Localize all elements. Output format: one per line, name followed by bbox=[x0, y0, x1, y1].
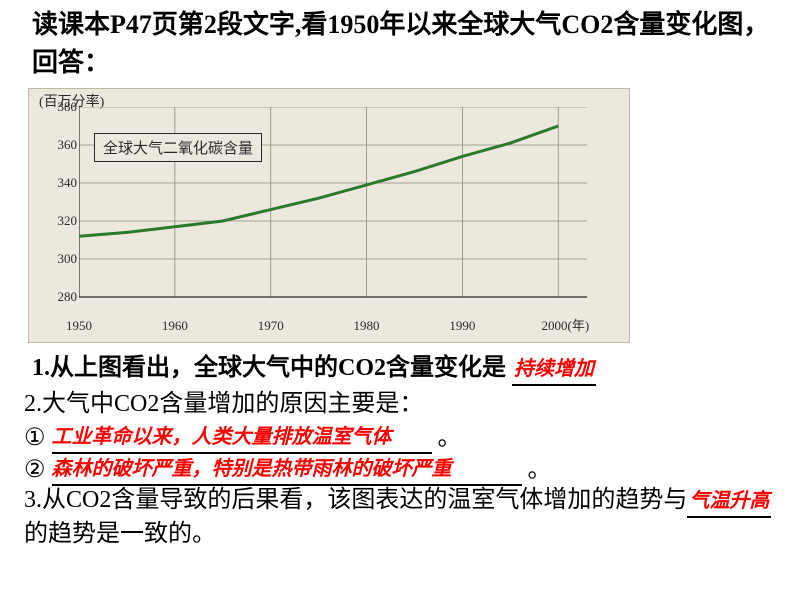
y-tick-label: 300 bbox=[58, 251, 78, 267]
chart-series-title: 全球大气二氧化碳含量 bbox=[94, 133, 262, 162]
question-2-opt1: ① 工业革命以来，人类大量排放温室气体 。 bbox=[24, 420, 774, 454]
x-tick-label: 1990 bbox=[449, 318, 475, 334]
y-tick-label: 380 bbox=[58, 99, 78, 115]
q1-text: 1.从上图看出，全球大气中的CO2含量变化是 bbox=[32, 355, 506, 381]
question-3: 3.从CO2含量导致的后果看，该图表达的温室气体增加的趋势与气温升高的趋势是一致… bbox=[24, 484, 774, 551]
period: 。 bbox=[438, 425, 462, 451]
x-tick-label: 2000(年) bbox=[542, 315, 590, 334]
question-2-line1: 2.大气中CO2含量增加的原因主要是： bbox=[24, 388, 774, 420]
q2-opt1-num: ① bbox=[24, 425, 46, 451]
q3-part1: 3.从CO2含量导致的后果看，该图表达的温室气体增加的趋势与 bbox=[24, 487, 687, 513]
x-tick-label: 1970 bbox=[258, 318, 284, 334]
q2-opt1-answer: 工业革命以来，人类大量排放温室气体 bbox=[52, 426, 392, 448]
y-tick-label: 280 bbox=[58, 289, 78, 305]
y-tick-label: 340 bbox=[58, 175, 78, 191]
co2-chart: (百万分率) 全球大气二氧化碳含量 280300320340360380 195… bbox=[28, 88, 630, 343]
x-tick-label: 1960 bbox=[162, 318, 188, 334]
q3-part2: 的趋势是一致的。 bbox=[24, 521, 216, 547]
y-tick-label: 360 bbox=[58, 137, 78, 153]
x-tick-label: 1980 bbox=[354, 318, 380, 334]
chart-plot-area: 全球大气二氧化碳含量 bbox=[79, 107, 607, 317]
q2-opt2-num: ② bbox=[24, 457, 46, 483]
x-tick-label: 1950 bbox=[66, 318, 92, 334]
y-tick-label: 320 bbox=[58, 213, 78, 229]
q3-answer: 气温升高 bbox=[689, 490, 769, 512]
period: 。 bbox=[528, 457, 552, 483]
page-heading: 读课本P47页第2段文字,看1950年以来全球大气CO2含量变化图，回答： bbox=[32, 6, 772, 81]
question-2-opt2: ② 森林的破坏严重，特别是热带雨林的破坏严重 。 bbox=[24, 452, 774, 486]
q2-opt2-answer: 森林的破坏严重，特别是热带雨林的破坏严重 bbox=[52, 458, 452, 480]
q1-answer: 持续增加 bbox=[514, 358, 594, 380]
question-1: 1.从上图看出，全球大气中的CO2含量变化是 持续增加 bbox=[32, 352, 772, 386]
